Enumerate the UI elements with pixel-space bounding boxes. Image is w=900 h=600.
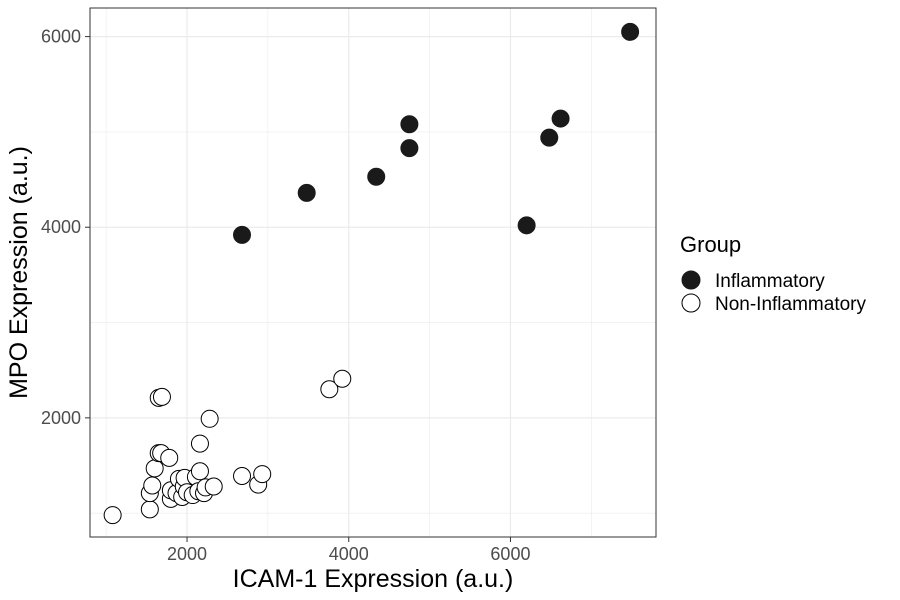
point-non-inflammatory	[143, 476, 162, 495]
point-non-inflammatory	[320, 380, 339, 399]
point-non-inflammatory	[190, 462, 209, 481]
y-tick-label: 4000	[41, 217, 81, 237]
point-non-inflammatory	[152, 387, 171, 406]
point-non-inflammatory	[145, 459, 164, 478]
point-non-inflammatory	[140, 500, 159, 519]
plot-border	[89, 7, 657, 538]
point-inflammatory	[400, 139, 419, 158]
y-tick-labels: 2000 4000 6000	[41, 27, 81, 428]
point-inflammatory	[233, 225, 252, 244]
point-non-inflammatory	[103, 506, 122, 525]
legend-key-inflammatory	[681, 270, 701, 290]
legend-label-non-inflammatory: Non-Inflammatory	[715, 294, 866, 315]
legend: Group Inflammatory Non-Inflammatory	[680, 232, 866, 315]
point-inflammatory	[621, 22, 640, 41]
point-inflammatory	[367, 167, 386, 186]
point-non-inflammatory	[160, 448, 179, 467]
x-tick-label: 6000	[490, 544, 530, 564]
point-inflammatory	[297, 183, 316, 202]
x-tick-labels: 2000 4000 6000	[167, 544, 530, 564]
point-non-inflammatory	[333, 369, 352, 388]
axis-ticks	[85, 36, 511, 542]
point-non-inflammatory	[200, 409, 219, 428]
point-non-inflammatory	[253, 465, 272, 484]
legend-key-non-inflammatory	[681, 293, 701, 313]
point-non-inflammatory	[190, 434, 209, 453]
y-tick-label: 2000	[41, 408, 81, 428]
major-gridlines	[90, 8, 656, 537]
point-inflammatory	[517, 216, 536, 235]
point-inflammatory	[540, 128, 559, 147]
minor-gridlines	[90, 8, 656, 537]
point-non-inflammatory	[204, 477, 223, 496]
data-points	[103, 22, 640, 525]
point-inflammatory	[551, 109, 570, 128]
y-axis-title: MPO Expression (a.u.)	[5, 146, 33, 399]
legend-label-inflammatory: Inflammatory	[715, 271, 825, 292]
point-inflammatory	[400, 115, 419, 134]
x-tick-label: 2000	[167, 544, 207, 564]
x-axis-title: ICAM-1 Expression (a.u.)	[233, 565, 514, 593]
x-tick-label: 4000	[329, 544, 369, 564]
y-tick-label: 6000	[41, 27, 81, 47]
point-non-inflammatory	[233, 466, 252, 485]
plot-panel	[90, 8, 656, 537]
legend-title: Group	[680, 232, 741, 257]
